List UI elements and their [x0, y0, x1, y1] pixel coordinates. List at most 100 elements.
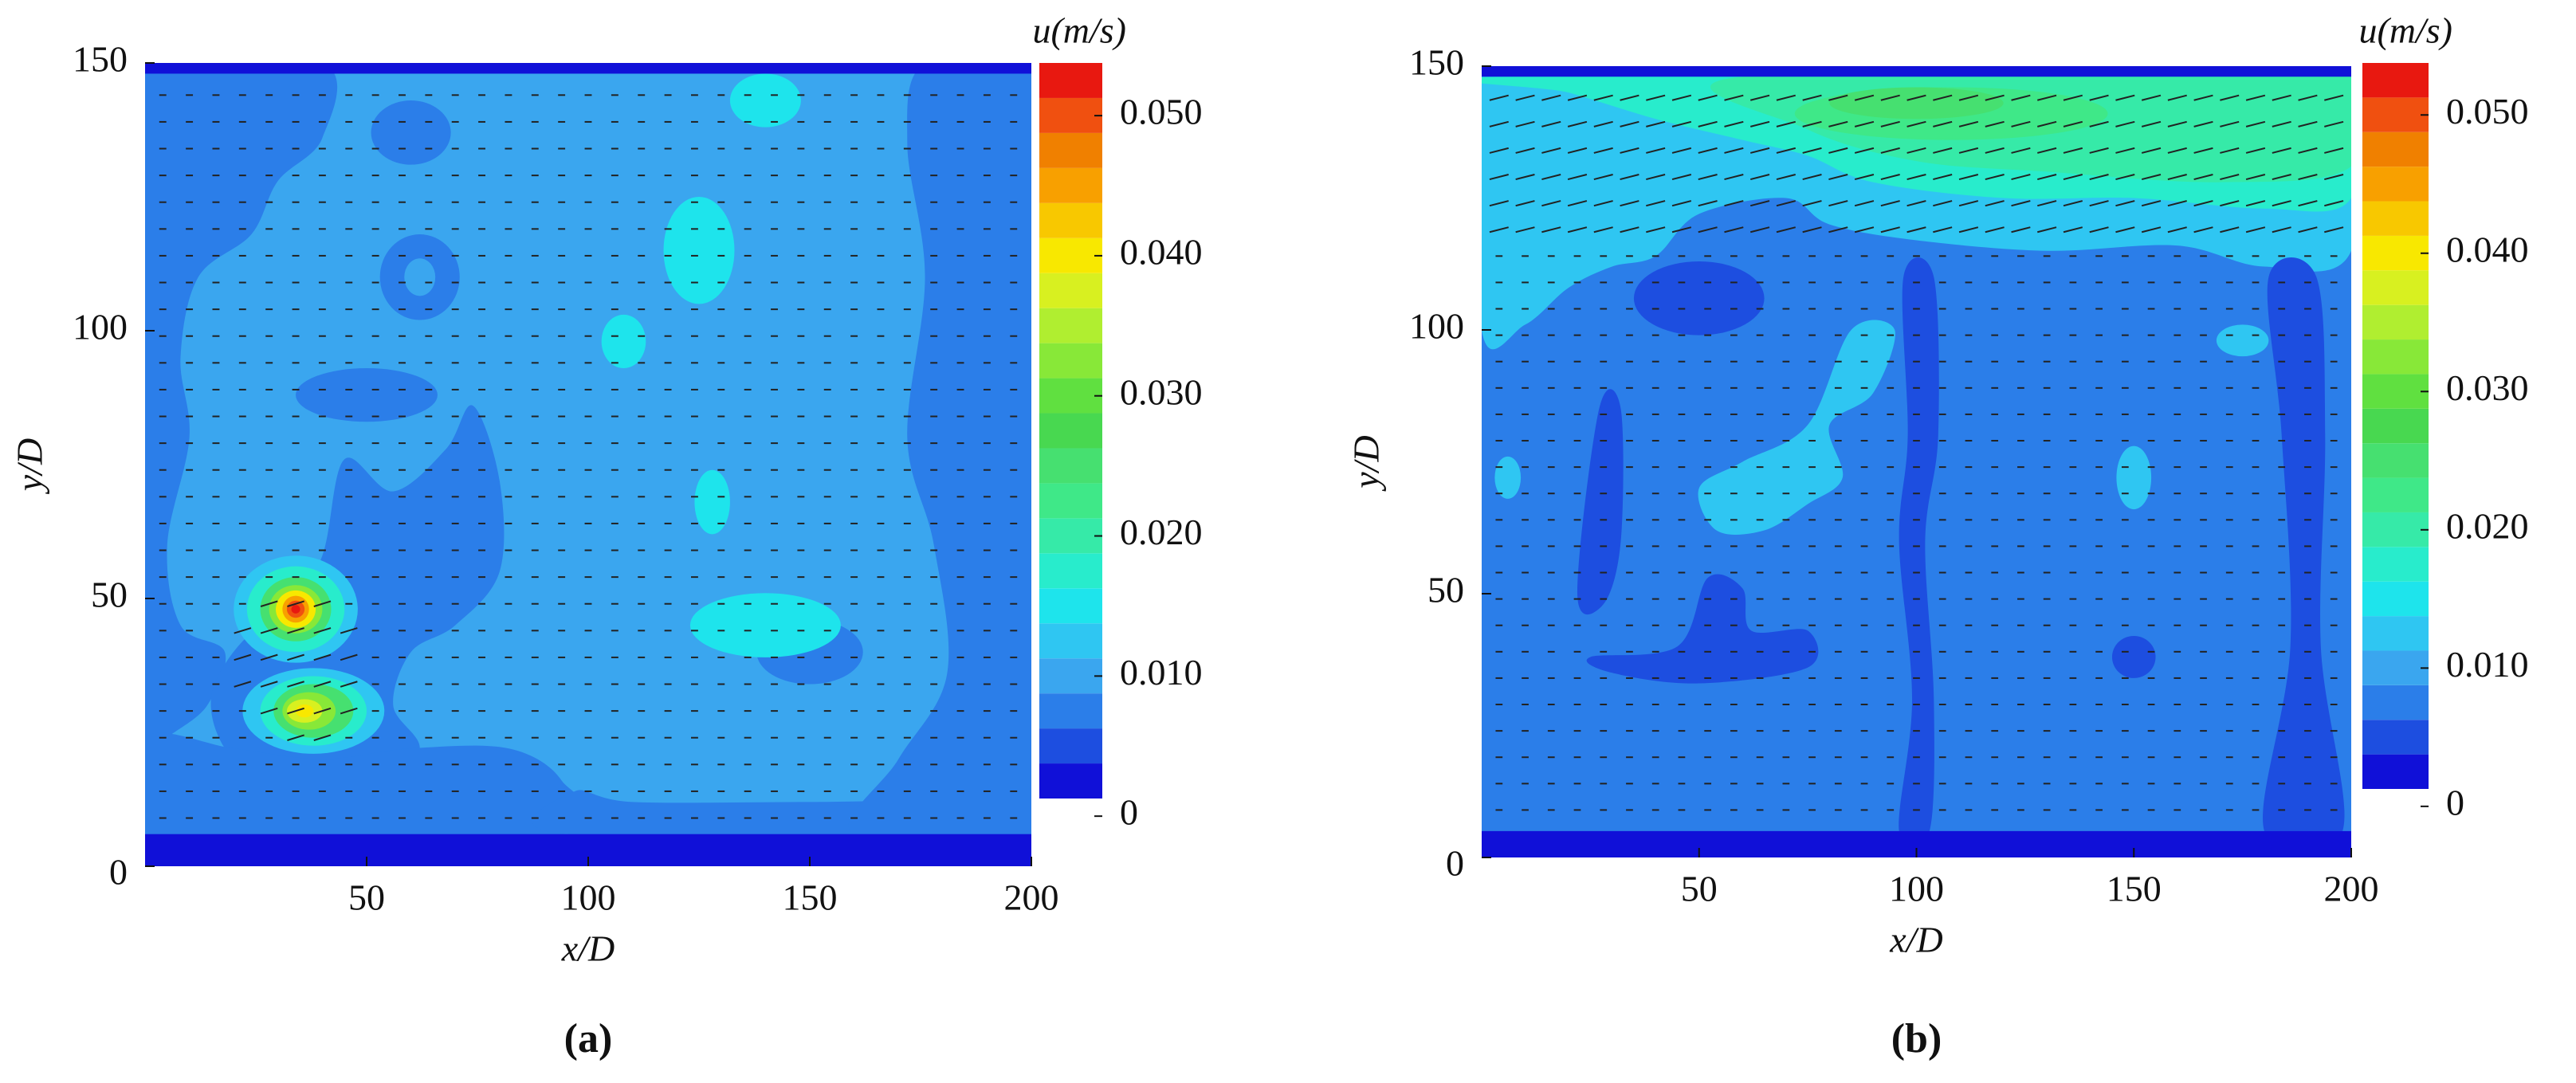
vector	[287, 653, 304, 661]
contour-region	[291, 605, 300, 614]
contour-region	[1482, 66, 2351, 77]
x-tick-label: 100	[1889, 869, 1944, 909]
vector	[2298, 200, 2318, 207]
vector	[1620, 94, 1639, 101]
vector	[1620, 120, 1639, 128]
vector	[2193, 226, 2213, 233]
vector	[340, 653, 358, 661]
vector	[1985, 120, 2005, 128]
vector	[1776, 226, 1796, 233]
colorbar-band	[1039, 693, 1102, 729]
vector	[1671, 94, 1692, 101]
contour-region	[145, 63, 1031, 74]
colorbar-band	[1039, 167, 1102, 203]
colorbar-tick-label: 0.030	[2446, 367, 2529, 408]
vector	[2011, 147, 2031, 154]
colorbar-band	[2362, 408, 2429, 444]
x-axis-label: x/D	[1889, 920, 1942, 960]
vector	[1933, 94, 1953, 101]
contour-region	[296, 368, 438, 422]
vector	[2037, 120, 2057, 128]
panel: 0 0.010 0.020 0.030 0.040 0.050 u(m/s) 50 100 150…	[1346, 10, 2529, 1061]
vector	[2245, 200, 2266, 207]
vector	[2298, 226, 2318, 233]
colorbar-band	[1039, 202, 1102, 238]
vector	[1802, 226, 1822, 233]
colorbar-band	[2362, 167, 2429, 202]
vector	[1724, 174, 1744, 181]
vector	[2089, 120, 2109, 128]
vector	[1828, 226, 1848, 233]
colorbar-band	[2362, 304, 2429, 340]
colorbar-band	[2362, 97, 2429, 132]
vector	[1854, 174, 1875, 181]
vector	[340, 681, 358, 688]
vector	[2167, 94, 2187, 101]
vector	[1749, 147, 1770, 154]
vector	[2063, 200, 2083, 207]
vector	[2193, 174, 2213, 181]
vector	[1724, 200, 1744, 207]
vector	[1698, 94, 1718, 101]
vector	[1515, 94, 1535, 101]
colorbar-band	[1039, 553, 1102, 589]
vector	[1854, 94, 1875, 101]
vector	[2089, 174, 2109, 181]
vector	[313, 707, 332, 715]
contour-region	[694, 469, 730, 535]
vector	[1958, 120, 1979, 128]
contour-region	[729, 73, 801, 128]
vector	[2141, 147, 2162, 154]
vector	[2193, 120, 2213, 128]
contour-region	[848, 63, 1031, 866]
vector	[1698, 226, 1718, 233]
vector	[1489, 200, 1509, 207]
vector	[1724, 94, 1744, 101]
vector	[1958, 200, 1979, 207]
vector	[1749, 174, 1770, 181]
vector	[2245, 174, 2266, 181]
vector	[2115, 174, 2135, 181]
vector	[1541, 94, 1561, 101]
y-tick-label: 0	[1446, 843, 1464, 884]
vector	[1828, 174, 1848, 181]
vector	[1802, 94, 1822, 101]
colorbar-band	[2362, 581, 2429, 617]
vector	[1593, 200, 1613, 207]
y-tick-label: 150	[1409, 42, 1464, 83]
vector	[1593, 94, 1613, 101]
contour-region	[2116, 445, 2152, 510]
vector	[1671, 120, 1692, 128]
vector	[1646, 94, 1666, 101]
vector	[234, 627, 252, 634]
vector	[1567, 226, 1588, 233]
vector	[2037, 147, 2057, 154]
vector	[260, 681, 278, 688]
vector	[313, 600, 332, 607]
vector	[1489, 120, 1509, 128]
y-tick-label: 0	[109, 852, 128, 893]
vector	[1880, 200, 1900, 207]
vector	[1880, 120, 1900, 128]
vector	[1724, 120, 1744, 128]
y-tick-label: 150	[73, 39, 128, 80]
vector	[2298, 174, 2318, 181]
vector	[1671, 174, 1692, 181]
vector	[2063, 120, 2083, 128]
vector	[2298, 120, 2318, 128]
vector	[2324, 174, 2344, 181]
vector	[1854, 200, 1875, 207]
vector	[2011, 94, 2031, 101]
vector	[2324, 200, 2344, 207]
vector	[1776, 120, 1796, 128]
plot-area	[1482, 66, 2351, 857]
vector	[2089, 226, 2109, 233]
vector	[2272, 226, 2291, 233]
vector	[2167, 120, 2187, 128]
vector	[234, 653, 252, 661]
vector	[313, 627, 332, 634]
vector	[2011, 120, 2031, 128]
vector	[2193, 147, 2213, 154]
vector	[1933, 174, 1953, 181]
vector	[2324, 120, 2344, 128]
